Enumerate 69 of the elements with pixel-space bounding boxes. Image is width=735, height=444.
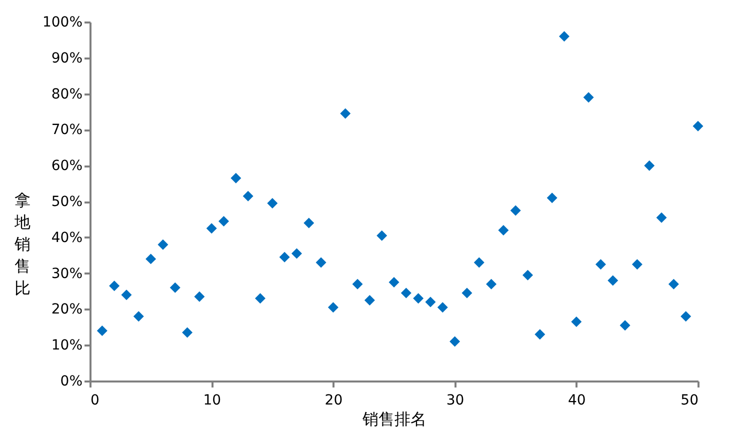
point: [328, 302, 338, 313]
point: [608, 275, 618, 286]
point: [376, 230, 388, 241]
point: [400, 288, 412, 298]
point: [425, 296, 436, 308]
point: [474, 257, 484, 268]
point: [546, 192, 558, 204]
point: [254, 293, 266, 304]
y-tick-label: 30%: [51, 266, 82, 282]
point: [486, 278, 497, 290]
point: [388, 277, 400, 288]
point: [583, 92, 594, 103]
point: [632, 259, 642, 270]
x-axis-title: 销售排名: [362, 410, 426, 428]
point: [668, 278, 679, 290]
point: [680, 311, 692, 322]
y-tick-label: 10%: [51, 338, 82, 354]
x-tick-label: 20: [324, 392, 343, 408]
y-tick-label: 20%: [51, 302, 82, 318]
point: [121, 290, 132, 300]
point: [316, 257, 326, 268]
point: [510, 205, 521, 216]
point: [462, 288, 472, 298]
point: [620, 320, 630, 331]
point: [340, 108, 351, 119]
point: [194, 291, 205, 302]
y-tick-label: 60%: [51, 158, 82, 174]
point: [158, 239, 168, 250]
point: [242, 190, 254, 202]
point: [182, 327, 193, 338]
x-tick-label: 10: [203, 392, 222, 408]
x-tick-label: 50: [680, 392, 698, 408]
point: [450, 336, 460, 347]
point: [498, 224, 509, 236]
x-tick-label: 0: [90, 392, 100, 408]
point: [558, 31, 570, 42]
y-tick-label: 80%: [51, 86, 82, 102]
point: [291, 248, 302, 259]
y-tick-label: 50%: [51, 194, 82, 210]
point: [437, 302, 448, 313]
x-tick-label: 30: [446, 392, 464, 408]
point: [146, 254, 156, 264]
point: [352, 278, 363, 290]
point: [133, 311, 144, 322]
point: [522, 270, 534, 280]
point: [170, 282, 180, 293]
point: [644, 160, 655, 171]
x-tick-label: 40: [568, 392, 586, 408]
point: [364, 294, 375, 306]
point: [267, 198, 278, 209]
y-tick-label: 40%: [51, 230, 82, 246]
point: [571, 316, 582, 328]
y-axis-title: 拿地销售比: [14, 190, 30, 298]
point: [218, 216, 230, 226]
y-tick-label: 90%: [51, 50, 82, 66]
point: [230, 172, 242, 184]
y-tick-label: 70%: [51, 122, 82, 138]
point: [109, 280, 120, 292]
point: [656, 212, 667, 223]
point: [304, 218, 314, 228]
point: [206, 223, 217, 234]
point: [692, 120, 704, 132]
point: [279, 252, 290, 262]
point: [595, 259, 606, 270]
point: [534, 329, 546, 340]
point: [413, 293, 424, 304]
y-tick-label: 0%: [60, 374, 82, 390]
y-tick-label: 100%: [42, 14, 82, 30]
point: [96, 325, 108, 336]
